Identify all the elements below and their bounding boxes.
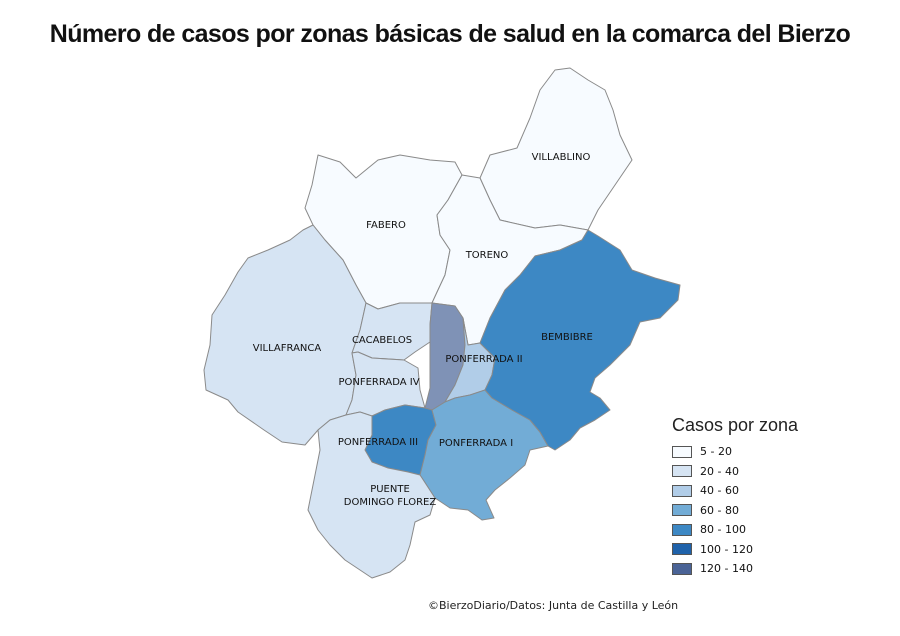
legend-swatch [672,445,692,458]
zone-cacabelos[interactable] [351,302,433,361]
zone-bembibre[interactable] [479,229,681,451]
legend-label: 60 - 80 [700,503,739,517]
legend-item: 20 - 40 [672,462,798,482]
label-bembibre: BEMBIBRE [541,332,593,343]
label-villablino: VILLABLINO [532,152,591,163]
label-ponferrada-ii: PONFERRADA II [445,354,522,365]
label-ponferrada-iii: PONFERRADA III [338,437,418,448]
label-ponferrada-i: PONFERRADA I [439,438,513,449]
label-cacabelos: CACABELOS [352,335,412,346]
legend-label: 20 - 40 [700,464,739,478]
label-puente-line1: PUENTE [370,484,410,495]
source-credit: ©BierzoDiario/Datos: Junta de Castilla y… [428,599,679,612]
legend-swatch [672,523,692,536]
legend-label: 100 - 120 [700,542,753,556]
label-fabero: FABERO [366,220,406,231]
legend-swatch [672,484,692,497]
legend-item: 60 - 80 [672,501,798,521]
legend-item: 100 - 120 [672,540,798,560]
legend-swatch [672,465,692,478]
label-ponferrada-iv: PONFERRADA IV [338,377,419,388]
legend-item: 80 - 100 [672,520,798,540]
label-villafranca: VILLAFRANCA [253,343,322,354]
legend-label: 80 - 100 [700,523,746,537]
zone-villafranca[interactable] [203,224,367,446]
label-puente-line2: DOMINGO FLOREZ [344,497,437,508]
legend-swatch [672,543,692,556]
legend-item: 5 - 20 [672,442,798,462]
legend-title: Casos por zona [672,415,799,435]
legend-swatch [672,504,692,517]
label-toreno: TORENO [465,250,509,261]
legend: Casos por zona 5 - 20 20 - 40 40 - 60 60… [672,415,798,579]
map-title: Número de casos por zonas básicas de sal… [49,20,851,48]
legend-item: 40 - 60 [672,481,798,501]
zone-villablino[interactable] [479,67,633,231]
legend-swatch [672,562,692,575]
zone-puente-domingo-florez[interactable] [307,411,436,579]
legend-label: 5 - 20 [700,445,732,459]
legend-item: 120 - 140 [672,559,798,579]
legend-label: 120 - 140 [700,562,753,576]
legend-label: 40 - 60 [700,484,739,498]
